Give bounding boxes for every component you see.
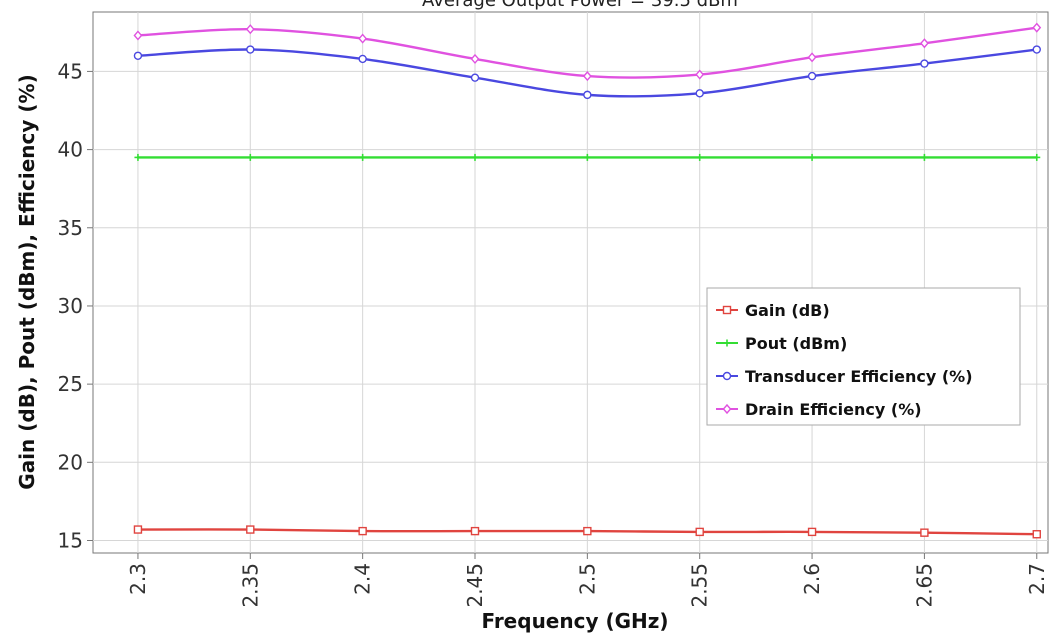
x-tick-label: 2.3 bbox=[126, 563, 150, 595]
series-drain-efficiency bbox=[133, 22, 1042, 82]
data-point-gain-db bbox=[920, 528, 929, 537]
legend-item-transducer-efficiency: Transducer Efficiency (%) bbox=[716, 367, 973, 386]
data-point-pout-dbm bbox=[808, 153, 816, 161]
data-point-pout-dbm bbox=[583, 153, 591, 161]
x-tick-label: 2.55 bbox=[688, 563, 712, 608]
data-point-drain-efficiency bbox=[358, 33, 368, 44]
y-tick-label: 20 bbox=[58, 450, 83, 474]
data-point-pout-dbm bbox=[359, 153, 367, 161]
tick-labels: 2.3 2.35 2.4 2.45 2.5 2.55 2.6 2.65 2.7 15 20 25 30 3… bbox=[58, 59, 1049, 607]
data-point-gain-db bbox=[358, 526, 367, 536]
y-tick-label: 35 bbox=[58, 216, 83, 240]
y-tick-label: 15 bbox=[58, 528, 83, 552]
y-tick-label: 30 bbox=[58, 294, 83, 318]
legend-box bbox=[706, 287, 1021, 426]
chart-title: Average Output Power = 39.5 dBm bbox=[422, 0, 738, 11]
legend: Gain (dB) Pout (dBm) Transducer Efficiency… bbox=[706, 287, 1021, 426]
legend-swatch-marker bbox=[722, 403, 732, 415]
legend-label: Drain Efficiency (%) bbox=[745, 400, 922, 419]
legend-item-drain-efficiency: Drain Efficiency (%) bbox=[716, 400, 922, 419]
data-point-gain-db bbox=[583, 526, 592, 536]
data-point-gain-db bbox=[807, 527, 817, 537]
data-point-drain-efficiency bbox=[133, 30, 143, 41]
legend-swatch-marker bbox=[722, 371, 732, 381]
legend-label: Gain (dB) bbox=[745, 301, 830, 320]
data-point-pout-dbm bbox=[920, 153, 928, 161]
legend-item-gain-db: Gain (dB) bbox=[716, 301, 830, 320]
y-axis-title: Gain (dB), Pout (dBm), Efficiency (%) bbox=[15, 74, 39, 489]
x-tick-label: 2.35 bbox=[238, 563, 262, 608]
series-lines bbox=[133, 22, 1042, 539]
legend-label: Pout (dBm) bbox=[745, 334, 847, 353]
y-tick-label: 45 bbox=[58, 59, 83, 83]
data-point-transducer-efficiency bbox=[583, 90, 592, 100]
x-tick-label: 2.45 bbox=[463, 563, 487, 608]
series-pout-dbm bbox=[134, 153, 1041, 161]
data-point-pout-dbm bbox=[246, 153, 254, 161]
x-tick-label: 2.6 bbox=[800, 563, 824, 595]
legend-swatch-marker bbox=[723, 339, 731, 347]
data-point-pout-dbm bbox=[134, 153, 142, 161]
data-point-drain-efficiency bbox=[1032, 22, 1042, 33]
legend-item-pout-dbm: Pout (dBm) bbox=[716, 334, 847, 353]
data-point-transducer-efficiency bbox=[920, 59, 929, 68]
x-tick-label: 2.65 bbox=[912, 563, 936, 608]
data-point-transducer-efficiency bbox=[1032, 45, 1041, 54]
data-point-transducer-efficiency bbox=[358, 54, 367, 64]
data-point-gain-db bbox=[133, 525, 143, 534]
data-point-drain-efficiency bbox=[245, 24, 255, 35]
data-point-drain-efficiency bbox=[470, 53, 480, 64]
data-point-transducer-efficiency bbox=[133, 51, 143, 60]
y-tick-label: 25 bbox=[58, 372, 83, 396]
data-point-pout-dbm bbox=[471, 153, 479, 161]
x-tick-label: 2.5 bbox=[575, 563, 599, 595]
data-point-transducer-efficiency bbox=[807, 71, 817, 81]
data-point-gain-db bbox=[470, 526, 480, 536]
data-point-transducer-efficiency bbox=[246, 45, 255, 54]
data-point-drain-efficiency bbox=[695, 69, 705, 80]
x-tick-label: 2.7 bbox=[1025, 563, 1049, 595]
x-axis-title: Frequency (GHz) bbox=[481, 609, 668, 633]
data-point-drain-efficiency bbox=[807, 52, 817, 63]
data-point-gain-db bbox=[246, 525, 255, 534]
series-transducer-efficiency bbox=[133, 45, 1041, 100]
legend-label: Transducer Efficiency (%) bbox=[745, 367, 973, 386]
data-point-transducer-efficiency bbox=[695, 89, 704, 98]
data-point-pout-dbm bbox=[696, 153, 704, 161]
legend-swatch-marker bbox=[722, 305, 732, 315]
data-point-pout-dbm bbox=[1033, 153, 1041, 161]
data-point-gain-db bbox=[1032, 530, 1041, 539]
data-point-drain-efficiency bbox=[919, 38, 929, 49]
data-point-drain-efficiency bbox=[582, 71, 592, 82]
series-gain-db bbox=[133, 525, 1041, 539]
data-point-gain-db bbox=[695, 527, 704, 537]
plot-frame bbox=[92, 11, 1049, 554]
x-tick-label: 2.4 bbox=[351, 563, 375, 595]
y-tick-label: 40 bbox=[58, 138, 83, 162]
data-point-transducer-efficiency bbox=[470, 73, 480, 82]
